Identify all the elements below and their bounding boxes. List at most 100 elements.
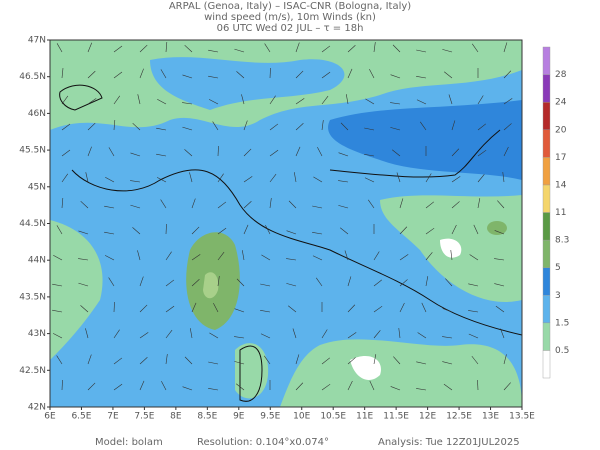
- wind-barb: [369, 69, 375, 79]
- wind-barb: [80, 305, 89, 313]
- wind-barb: [61, 123, 71, 131]
- wind-barb: [503, 146, 509, 157]
- wind-barb: [390, 386, 401, 391]
- wind-barb: [265, 225, 271, 235]
- wind-barb: [165, 42, 168, 53]
- wind-barb: [260, 283, 271, 287]
- colorbar-segment: [542, 101, 551, 130]
- wind-field: [280, 339, 522, 407]
- wind-barb: [347, 357, 356, 365]
- wind-barb: [365, 98, 375, 105]
- wind-barb: [373, 305, 383, 313]
- wind-barb: [157, 98, 167, 105]
- wind-barb: [113, 357, 123, 365]
- wind-barb: [399, 302, 405, 313]
- wind-barb: [212, 121, 219, 131]
- wind-barb: [165, 305, 175, 313]
- wind-barb: [295, 146, 301, 157]
- wind-barb: [137, 94, 141, 105]
- wind-barb: [416, 361, 427, 365]
- wind-barb: [208, 75, 219, 79]
- wind-barb: [313, 176, 323, 183]
- wind-barb: [261, 254, 271, 261]
- wind-barb: [495, 305, 505, 313]
- wind-barb: [373, 251, 380, 261]
- wind-barb: [295, 382, 304, 391]
- wind-barb: [139, 276, 144, 287]
- wind-barb: [191, 254, 201, 261]
- wind-barb: [497, 200, 505, 209]
- colorbar-label: 20: [555, 125, 567, 135]
- wind-barb: [338, 152, 349, 157]
- wind-barb: [477, 149, 487, 157]
- colorbar-segment: [542, 184, 551, 213]
- colorbar-label: 11: [555, 208, 566, 218]
- wind-barb: [425, 173, 432, 183]
- wind-barb: [369, 380, 375, 391]
- wind-barb: [260, 310, 271, 313]
- wind-barb: [442, 308, 453, 313]
- wind-barb: [494, 258, 505, 261]
- x-tick-label: 6.5E: [71, 412, 91, 422]
- colorbar-segment: [542, 212, 551, 241]
- wind-barb: [87, 98, 97, 105]
- wind-barb: [130, 152, 141, 157]
- wind-field: [328, 100, 522, 180]
- wind-barb: [269, 198, 272, 209]
- colorbar-label: 28: [555, 70, 567, 80]
- wind-barb: [321, 95, 329, 105]
- wind-field: [350, 355, 381, 380]
- colorbar-segment: [542, 350, 551, 379]
- wind-barb: [373, 330, 381, 339]
- wind-barb: [373, 42, 376, 53]
- wind-barb: [61, 379, 63, 391]
- wind-barb: [189, 328, 193, 339]
- wind-barb: [52, 309, 63, 313]
- wind-barb: [87, 354, 92, 365]
- wind-barb: [364, 127, 375, 131]
- wind-barb: [87, 70, 96, 79]
- wind-barb: [191, 279, 200, 287]
- wind-barb: [473, 224, 479, 235]
- wind-barb: [105, 176, 115, 183]
- wind-barb: [345, 94, 349, 105]
- wind-barb: [113, 95, 121, 105]
- wind-barb: [321, 357, 331, 365]
- footer-model: Model: bolam: [95, 437, 163, 448]
- wind-barb: [421, 302, 427, 313]
- wind-barb: [243, 120, 248, 131]
- wind-barb: [236, 383, 245, 391]
- wind-barb: [312, 205, 323, 209]
- wind-field: [235, 343, 269, 399]
- wind-barb: [444, 71, 453, 79]
- map: [49, 39, 523, 408]
- wind-barb: [321, 45, 331, 53]
- wind-barb: [234, 361, 245, 365]
- wind-barb: [130, 180, 141, 183]
- wind-barb: [500, 328, 505, 339]
- wind-barb: [269, 67, 271, 79]
- wind-barb: [468, 333, 479, 339]
- x-tick-label: 10.5E: [320, 412, 346, 422]
- x-tick-label: 10E: [293, 412, 310, 422]
- wind-barb: [340, 122, 349, 131]
- wind-barb: [104, 205, 115, 209]
- x-tick-label: 9E: [233, 412, 245, 422]
- wind-barb: [234, 336, 245, 339]
- wind-barb: [502, 172, 505, 183]
- wind-barb: [165, 279, 175, 287]
- wind-barb: [347, 276, 352, 287]
- wind-barb: [451, 148, 460, 157]
- y-tick-label: 46.5N: [19, 72, 46, 82]
- wind-barb: [156, 177, 167, 183]
- wind-barb: [217, 145, 219, 157]
- wind-barb: [477, 198, 481, 209]
- wind-barb: [321, 120, 324, 131]
- wind-barb: [503, 123, 512, 131]
- wind-barb: [321, 329, 328, 339]
- wind-barb: [443, 383, 453, 391]
- x-tick-label: 7.5E: [134, 412, 154, 422]
- wind-barb: [503, 42, 508, 53]
- wind-barb: [338, 205, 349, 209]
- wind-barb: [87, 146, 92, 157]
